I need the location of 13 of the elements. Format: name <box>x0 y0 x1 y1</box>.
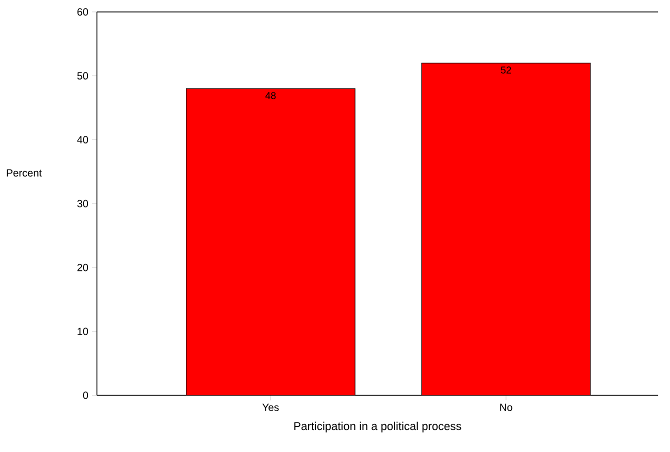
y-axis-title: Percent <box>6 169 42 177</box>
x-tick-label: No <box>500 404 512 412</box>
y-tick-label: 30 <box>77 200 88 208</box>
y-tick-label: 40 <box>77 136 88 144</box>
y-tick-label: 60 <box>77 8 88 16</box>
x-tick-label: Yes <box>262 404 279 412</box>
y-tick-label: 10 <box>78 328 88 336</box>
x-axis-title: Participation in a political process <box>294 422 462 432</box>
data-label: 48 <box>265 92 276 100</box>
y-tick-label: 20 <box>77 264 88 272</box>
data-label: 52 <box>500 66 512 74</box>
y-tick-label: 0 <box>83 392 88 400</box>
y-tick-label: 50 <box>77 72 88 80</box>
